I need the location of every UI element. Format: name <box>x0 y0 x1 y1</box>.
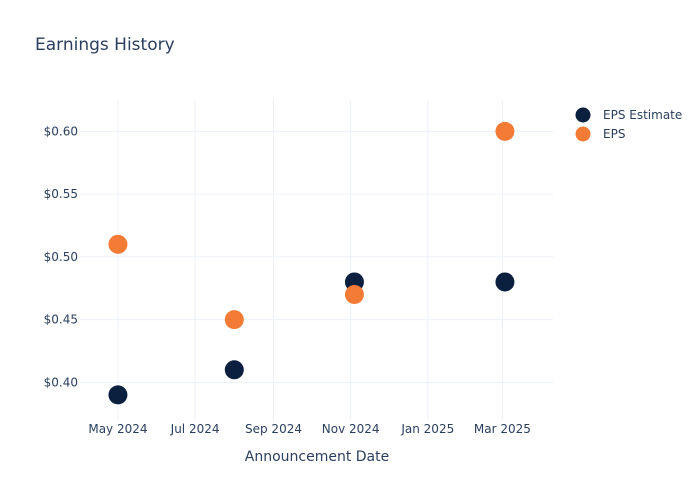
eps-estimate-point[interactable] <box>108 385 128 405</box>
eps-point[interactable] <box>108 234 128 254</box>
chart-title: Earnings History <box>35 35 175 55</box>
y-tick-label: $0.60 <box>44 124 78 138</box>
eps-estimate-point[interactable] <box>495 272 515 292</box>
data-points <box>108 121 515 405</box>
legend-item-eps[interactable]: EPS <box>575 126 626 142</box>
y-tick-label: $0.55 <box>44 187 78 201</box>
legend-item-eps-estimate[interactable]: EPS Estimate <box>575 107 683 123</box>
legend-label: EPS Estimate <box>603 108 682 122</box>
x-tick-label: Jul 2024 <box>170 422 220 436</box>
x-axis-title: Announcement Date <box>245 449 389 465</box>
eps-point[interactable] <box>344 285 364 305</box>
grid-lines <box>80 100 553 420</box>
x-axis-ticks: May 2024 Jul 2024 Sep 2024 Nov 2024 Jan 2025… <box>88 422 531 436</box>
y-tick-label: $0.40 <box>44 375 78 389</box>
eps-estimate-point[interactable] <box>224 360 244 380</box>
y-tick-label: $0.50 <box>44 250 78 264</box>
x-tick-label: Mar 2025 <box>474 422 531 436</box>
x-tick-label: May 2024 <box>88 422 147 436</box>
x-tick-label: Jan 2025 <box>400 422 454 436</box>
y-axis-ticks: $0.40 $0.45 $0.50 $0.55 $0.60 <box>44 124 78 389</box>
legend-marker <box>575 107 591 123</box>
legend-label: EPS <box>603 127 625 141</box>
x-tick-label: Nov 2024 <box>322 422 380 436</box>
x-tick-label: Sep 2024 <box>245 422 302 436</box>
legend-marker <box>575 126 591 142</box>
eps-point[interactable] <box>224 310 244 330</box>
legend[interactable]: EPS Estimate EPS <box>575 107 683 142</box>
y-tick-label: $0.45 <box>44 313 78 327</box>
eps-point[interactable] <box>495 121 515 141</box>
